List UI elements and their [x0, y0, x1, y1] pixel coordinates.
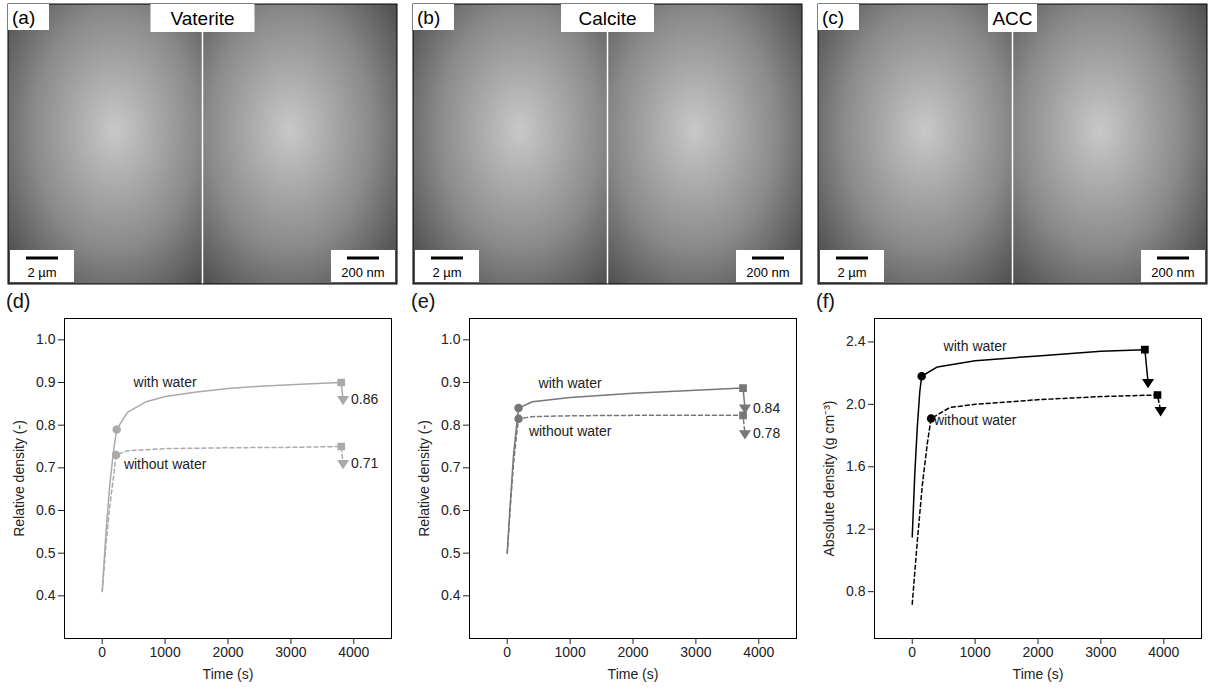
svg-text:0: 0 [908, 644, 916, 660]
svg-text:4000: 4000 [338, 644, 369, 660]
svg-text:2.0: 2.0 [846, 396, 866, 412]
svg-text:Absolute density (g cm⁻³): Absolute density (g cm⁻³) [821, 401, 837, 557]
svg-text:0.84: 0.84 [753, 400, 780, 416]
svg-text:3000: 3000 [1085, 644, 1116, 660]
svg-text:2000: 2000 [617, 644, 648, 660]
svg-text:0.5: 0.5 [441, 545, 461, 561]
svg-text:1.0: 1.0 [441, 331, 461, 347]
html-text:(f): (f) [816, 290, 835, 312]
svg-text:0.8: 0.8 [36, 417, 56, 433]
svg-text:without water: without water [933, 412, 1017, 428]
svg-text:0.71: 0.71 [351, 455, 378, 471]
svg-text:Relative density (-): Relative density (-) [416, 420, 432, 537]
svg-text:2 µm: 2 µm [432, 265, 461, 280]
svg-text:0.6: 0.6 [36, 502, 56, 518]
svg-text:0.4: 0.4 [36, 587, 56, 603]
svg-text:with water: with water [133, 374, 197, 390]
svg-text:1000: 1000 [555, 644, 586, 660]
svg-text:0.4: 0.4 [441, 587, 461, 603]
svg-text:2000: 2000 [212, 644, 243, 660]
svg-text:3000: 3000 [680, 644, 711, 660]
svg-text:2.4: 2.4 [846, 333, 866, 349]
svg-text:0.5: 0.5 [36, 545, 56, 561]
svg-text:0.7: 0.7 [441, 459, 461, 475]
html-text:(e): (e) [411, 290, 436, 312]
svg-text:without water: without water [123, 456, 207, 472]
svg-text:4000: 4000 [743, 644, 774, 660]
svg-text:Time (s): Time (s) [203, 666, 254, 682]
svg-text:Calcite: Calcite [578, 8, 636, 29]
svg-text:Relative density (-): Relative density (-) [11, 420, 27, 537]
svg-text:0.7: 0.7 [36, 459, 56, 475]
svg-text:Time (s): Time (s) [1013, 666, 1064, 682]
svg-text:0: 0 [98, 644, 106, 660]
svg-text:(c): (c) [822, 7, 844, 28]
svg-text:200 nm: 200 nm [341, 265, 384, 280]
svg-text:without water: without water [528, 423, 612, 439]
svg-text:0.8: 0.8 [441, 417, 461, 433]
svg-text:1.2: 1.2 [846, 521, 866, 537]
svg-text:1.0: 1.0 [36, 331, 56, 347]
svg-text:1000: 1000 [150, 644, 181, 660]
svg-text:Time (s): Time (s) [608, 666, 659, 682]
svg-text:0.78: 0.78 [753, 425, 780, 441]
svg-text:2000: 2000 [1022, 644, 1053, 660]
html-text:(d): (d) [6, 290, 31, 312]
svg-text:1.6: 1.6 [846, 458, 866, 474]
svg-text:(b): (b) [417, 7, 440, 28]
svg-text:(a): (a) [12, 7, 35, 28]
svg-text:4000: 4000 [1148, 644, 1179, 660]
svg-text:0.8: 0.8 [846, 583, 866, 599]
svg-text:200 nm: 200 nm [1151, 265, 1194, 280]
svg-text:with water: with water [943, 338, 1007, 354]
svg-text:0.86: 0.86 [351, 391, 378, 407]
svg-text:Vaterite: Vaterite [170, 8, 234, 29]
svg-text:with water: with water [538, 375, 602, 391]
svg-text:0.6: 0.6 [441, 502, 461, 518]
svg-text:0.9: 0.9 [36, 374, 56, 390]
svg-text:1000: 1000 [960, 644, 991, 660]
svg-text:2 µm: 2 µm [837, 265, 866, 280]
svg-text:200 nm: 200 nm [746, 265, 789, 280]
svg-text:2 µm: 2 µm [27, 265, 56, 280]
svg-text:ACC: ACC [992, 8, 1032, 29]
svg-text:3000: 3000 [275, 644, 306, 660]
svg-text:0.9: 0.9 [441, 374, 461, 390]
svg-text:0: 0 [503, 644, 511, 660]
